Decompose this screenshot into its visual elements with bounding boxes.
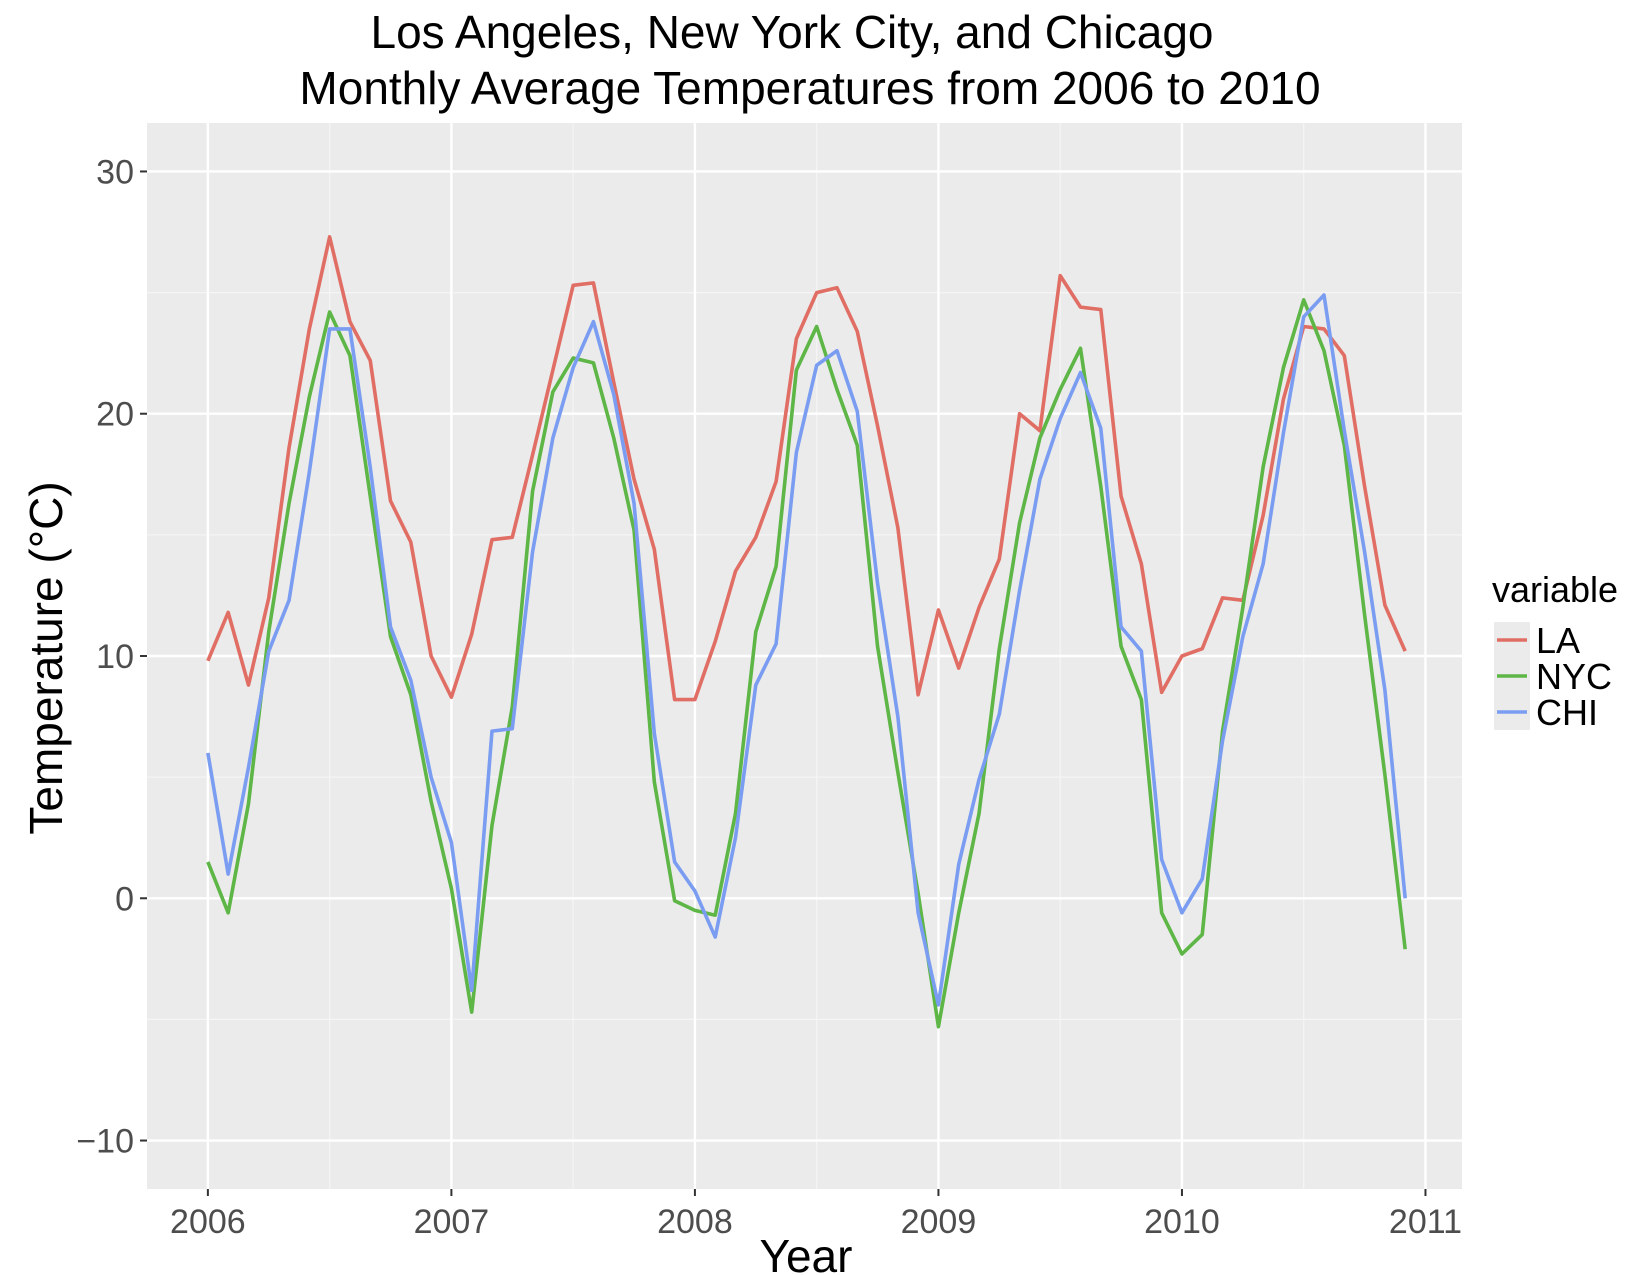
legend-label-nyc: NYC [1536,656,1612,697]
legend-title: variable [1492,569,1618,610]
y-tick-label: 20 [96,396,134,434]
series-line-nyc [206,298,1407,1029]
y-tick-label: 30 [96,153,134,191]
x-tick-label: 2008 [657,1203,733,1241]
series-lines [206,235,1407,1029]
y-axis-title: Temperature (°C) [20,481,72,834]
x-axis: 2006 2007 2008 2009 2010 2011 [170,1189,1462,1241]
y-tick-label: 10 [96,638,134,676]
x-tick-label: 2009 [901,1203,977,1241]
x-tick-label: 2011 [1389,1203,1462,1241]
x-tick-label: 2007 [414,1203,490,1241]
x-tick-label: 2006 [170,1203,246,1241]
y-tick-label: 0 [115,880,134,918]
legend-label-chi: CHI [1536,692,1598,733]
legend-label-la: LA [1536,620,1580,661]
y-axis: −10 0 10 20 30 [76,153,147,1161]
x-axis-title: Year [760,1230,853,1275]
series-line-chi [206,293,1407,1007]
chart-title-line-1: Los Angeles, New York City, and Chicago [371,6,1214,58]
series-line-la [206,235,1407,702]
y-tick-label: −10 [76,1123,134,1161]
chart-title-line-2: Monthly Average Temperatures from 2006 t… [299,62,1320,114]
x-tick-label: 2010 [1144,1203,1220,1241]
